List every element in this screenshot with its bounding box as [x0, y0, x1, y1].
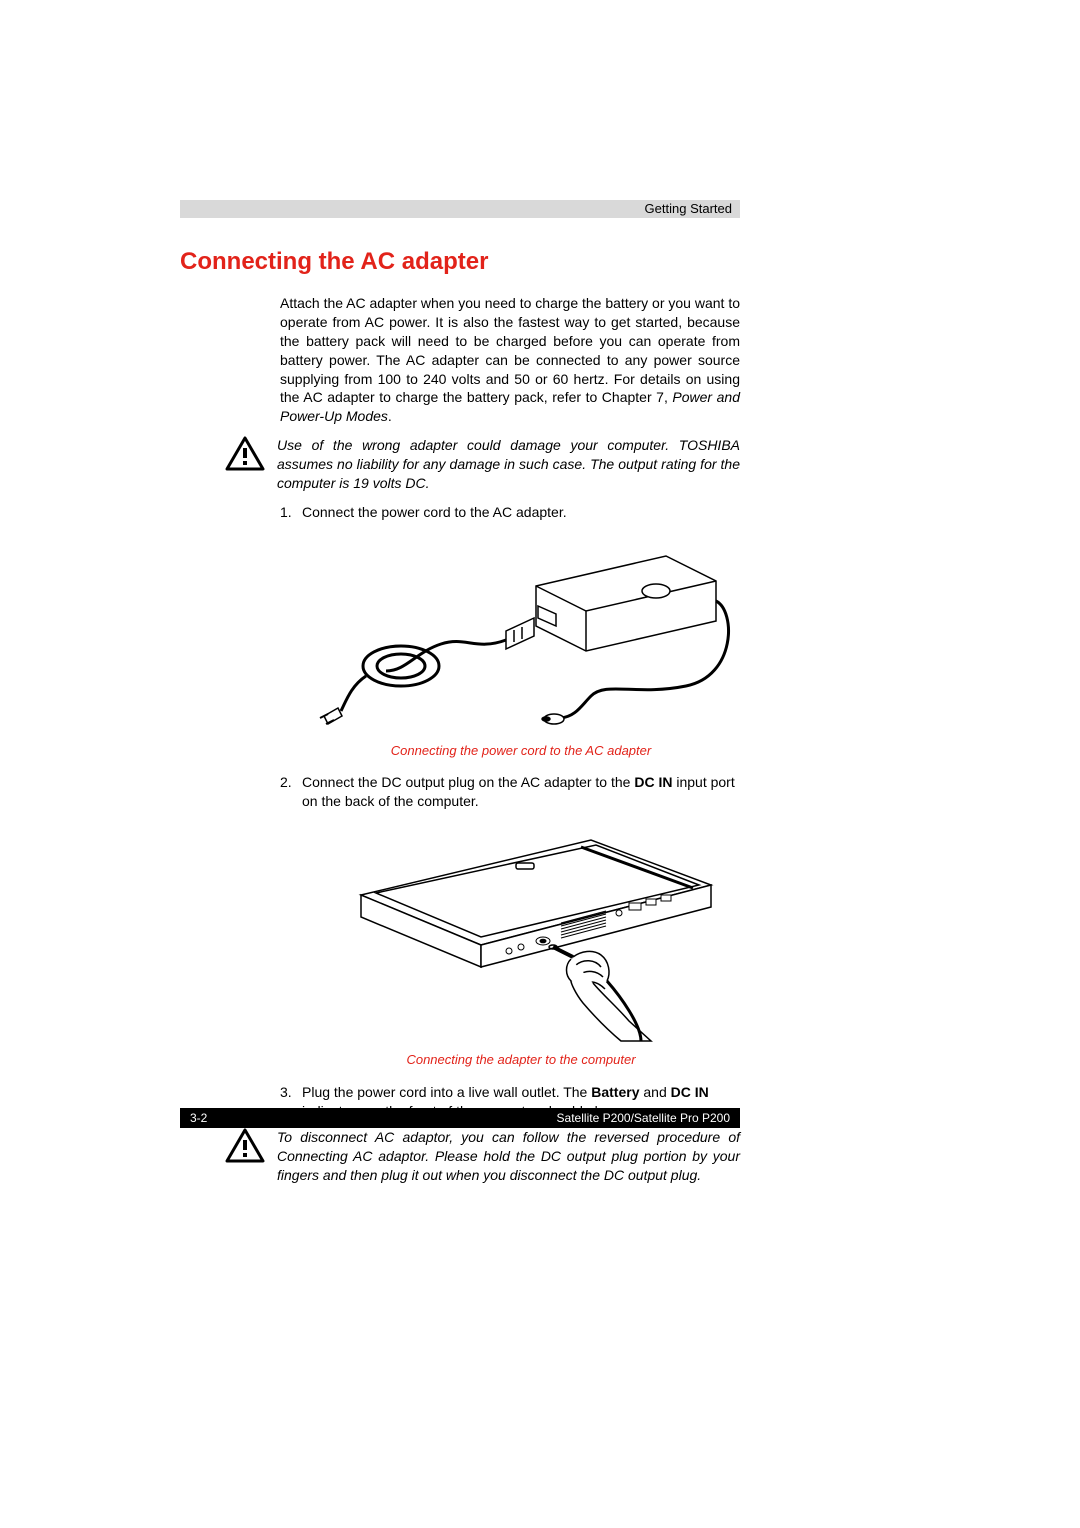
section-heading: Connecting the AC adapter	[180, 248, 920, 276]
intro-text: Attach the AC adapter when you need to c…	[280, 295, 740, 405]
warning-icon	[225, 1128, 265, 1169]
steps-list: Connect the power cord to the AC adapter…	[280, 503, 740, 1121]
warning-text-1: Use of the wrong adapter could damage yo…	[277, 436, 740, 493]
footer-page-number: 3-2	[190, 1111, 207, 1125]
step-3-bold-dcin: DC IN	[671, 1084, 709, 1100]
step-3-text-a: Plug the power cord into a live wall out…	[302, 1084, 591, 1100]
warning-text-2: To disconnect AC adaptor, you can follow…	[277, 1128, 740, 1185]
figure-2-caption: Connecting the adapter to the computer	[302, 1051, 740, 1069]
warning-block-2: To disconnect AC adaptor, you can follow…	[280, 1128, 740, 1185]
document-page: Getting Started Connecting the AC adapte…	[180, 200, 920, 1195]
footer-model-label: Satellite P200/Satellite Pro P200	[557, 1111, 730, 1125]
page-header-bar: Getting Started	[180, 200, 740, 218]
figure-1-caption: Connecting the power cord to the AC adap…	[302, 742, 740, 760]
step-2: Connect the DC output plug on the AC ada…	[280, 773, 740, 1068]
step-1: Connect the power cord to the AC adapter…	[280, 503, 740, 759]
warning-block-1: Use of the wrong adapter could damage yo…	[280, 436, 740, 493]
content-column: Attach the AC adapter when you need to c…	[280, 294, 740, 1185]
figure-2	[302, 825, 740, 1045]
warning-icon	[225, 436, 265, 477]
intro-after: .	[388, 408, 392, 424]
step-1-text: Connect the power cord to the AC adapter…	[302, 504, 567, 520]
intro-paragraph: Attach the AC adapter when you need to c…	[280, 294, 740, 426]
step-2-text-a: Connect the DC output plug on the AC ada…	[302, 774, 634, 790]
step-3-text-c: and	[640, 1084, 671, 1100]
figure-1	[302, 536, 740, 736]
step-2-bold: DC IN	[634, 774, 672, 790]
step-3-bold-battery: Battery	[591, 1084, 639, 1100]
page-footer-bar: 3-2 Satellite P200/Satellite Pro P200	[180, 1108, 740, 1128]
header-section-label: Getting Started	[645, 201, 732, 216]
